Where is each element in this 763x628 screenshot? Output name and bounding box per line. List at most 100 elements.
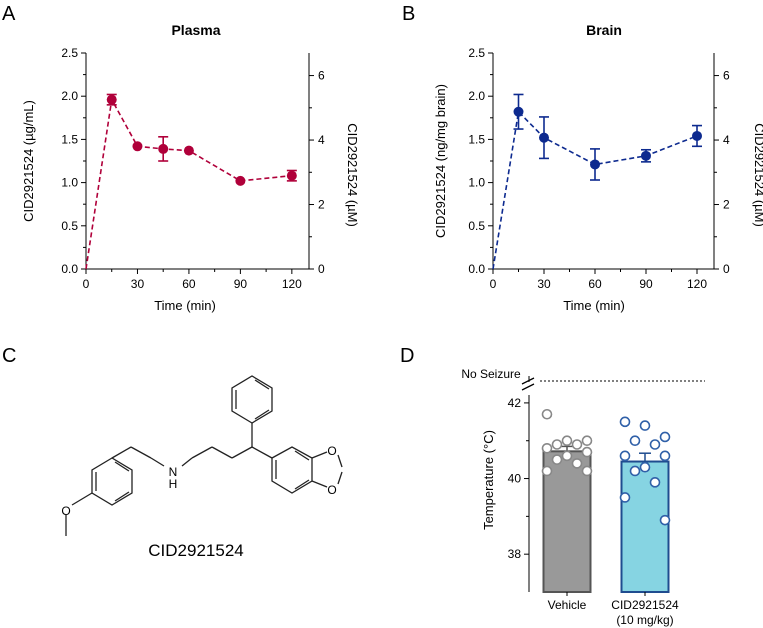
brain-y-tick-label: 2.5 (468, 46, 485, 60)
no-seizure-label: No Seizure (461, 367, 521, 381)
individual-data-point (659, 431, 671, 443)
temperature-y-axis-label: Temperature (°C) (481, 430, 496, 530)
category-label: CID2921524 (611, 598, 679, 612)
panel-letter-c: C (2, 345, 16, 367)
aromatic-bond (294, 479, 310, 490)
brain-y2-tick-label: 4 (723, 133, 730, 147)
plasma-x-tick-label: 90 (234, 277, 248, 291)
brain-x-axis-label: Time (min) (563, 298, 625, 313)
brain-x-tick-label: 0 (490, 277, 497, 291)
benzodioxole-ring (271, 446, 313, 494)
brain-y-tick-label: 1.5 (468, 132, 485, 146)
plasma-data-point (286, 170, 297, 181)
individual-data-point (639, 461, 651, 473)
plasma-y2-tick-label: 6 (318, 69, 325, 83)
individual-data-point (659, 450, 671, 462)
brain-y-axis-label: CID2921524 (ng/mg brain) (433, 84, 448, 238)
ch2-bond (130, 446, 152, 459)
plasma-y-tick-label: 1.5 (61, 132, 78, 146)
methoxyphenyl-ring (91, 457, 133, 506)
plasma-y2-tick-label: 2 (318, 198, 325, 212)
atom-label-n: N (169, 465, 178, 479)
individual-data-point (619, 416, 631, 428)
brain-y2-axis-label: CID2921524 (µM) (752, 123, 763, 227)
brain-y2-tick-label: 0 (723, 262, 730, 276)
individual-data-point (629, 435, 641, 447)
chemical-structure (65, 375, 343, 536)
individual-data-point (581, 446, 593, 458)
individual-data-point (551, 454, 563, 465)
brain-x-tick-label: 30 (537, 277, 551, 291)
individual-data-point (581, 435, 593, 447)
brain-data-point (539, 132, 549, 143)
individual-data-point (639, 420, 651, 431)
individual-data-point (619, 450, 631, 462)
plasma-y-tick-label: 1.0 (61, 176, 78, 190)
panel-letter-d: D (400, 345, 414, 367)
c-o-bond (311, 451, 328, 459)
axis-break-mark (521, 377, 535, 385)
brain-y2-tick-label: 2 (723, 198, 730, 212)
individual-data-point (561, 450, 573, 462)
plasma-chart: Plasma Time (min) CID2921524 (µg/mL) CID… (21, 22, 360, 313)
structure-name: CID2921524 (148, 541, 243, 560)
o-ch2-bond (337, 471, 343, 485)
plasma-y2-tick-label: 0 (318, 262, 325, 276)
individual-data-point (541, 408, 553, 420)
individual-data-point (551, 439, 563, 450)
plasma-y-tick-label: 0.5 (61, 219, 78, 233)
c-o-bond (71, 492, 93, 506)
phenyl-ring (231, 375, 273, 424)
plasma-data-point (183, 145, 194, 156)
panel-letter-a: A (2, 3, 16, 25)
o-ch2-bond (337, 454, 343, 468)
plasma-data-point (106, 94, 117, 105)
brain-series-line (492, 110, 698, 270)
aromatic-bond (254, 379, 270, 390)
bar-cid2921524 (620, 460, 670, 594)
chain-bond (211, 446, 233, 459)
chain-bond (231, 446, 253, 459)
individual-data-point (659, 514, 671, 526)
brain-y-tick-label: 1.0 (468, 176, 485, 190)
individual-data-point (581, 465, 593, 477)
plasma-y2-axis-label: CID2921524 (µM) (345, 123, 360, 227)
ch-benzodioxole-bond (251, 446, 273, 459)
plasma-y-axis-label: CID2921524 (µg/mL) (21, 100, 36, 222)
plasma-x-tick-label: 30 (131, 277, 145, 291)
c-ch2-bond (111, 446, 132, 459)
plasma-y-tick-label: 2.5 (61, 46, 78, 60)
individual-data-point (619, 492, 631, 503)
atom-label-o-dioxole-top: O (327, 444, 336, 458)
individual-data-point (541, 465, 553, 477)
individual-data-point (541, 442, 553, 454)
plasma-x-tick-label: 120 (282, 277, 302, 291)
category-label: Vehicle (548, 598, 587, 612)
plasma-data-point (235, 175, 246, 186)
category-sublabel: (10 mg/kg) (616, 613, 673, 627)
brain-chart: Brain Time (min) CID2921524 (ng/mg brain… (433, 22, 763, 313)
aromatic-bond (294, 450, 310, 461)
plasma-y-tick-label: 2.0 (61, 89, 78, 103)
brain-x-tick-label: 90 (639, 277, 653, 291)
brain-y-tick-label: 2.0 (468, 89, 485, 103)
individual-data-point (571, 458, 583, 469)
individual-data-point (649, 477, 661, 488)
individual-data-point (649, 439, 661, 450)
bar-vehicle (542, 450, 592, 594)
plasma-series-line (85, 97, 292, 270)
axis-break-mark (521, 383, 535, 391)
plasma-x-axis-label: Time (min) (154, 298, 216, 313)
plasma-y2-tick-label: 4 (318, 133, 325, 147)
brain-y2-tick-label: 6 (723, 69, 730, 83)
aromatic-bond (254, 409, 270, 420)
temperature-chart: Temperature (°C) No Seizure 38 40 42 Vehicl… (461, 367, 705, 627)
temperature-y-tick-label: 42 (508, 396, 522, 410)
aromatic-bond (114, 491, 130, 502)
brain-data-point (641, 150, 651, 161)
plasma-chart-title: Plasma (171, 22, 220, 38)
c-o-bond (311, 480, 328, 488)
individual-data-point (561, 435, 573, 447)
plasma-y-tick-label: 0.0 (61, 262, 78, 276)
plasma-data-point (158, 143, 169, 154)
